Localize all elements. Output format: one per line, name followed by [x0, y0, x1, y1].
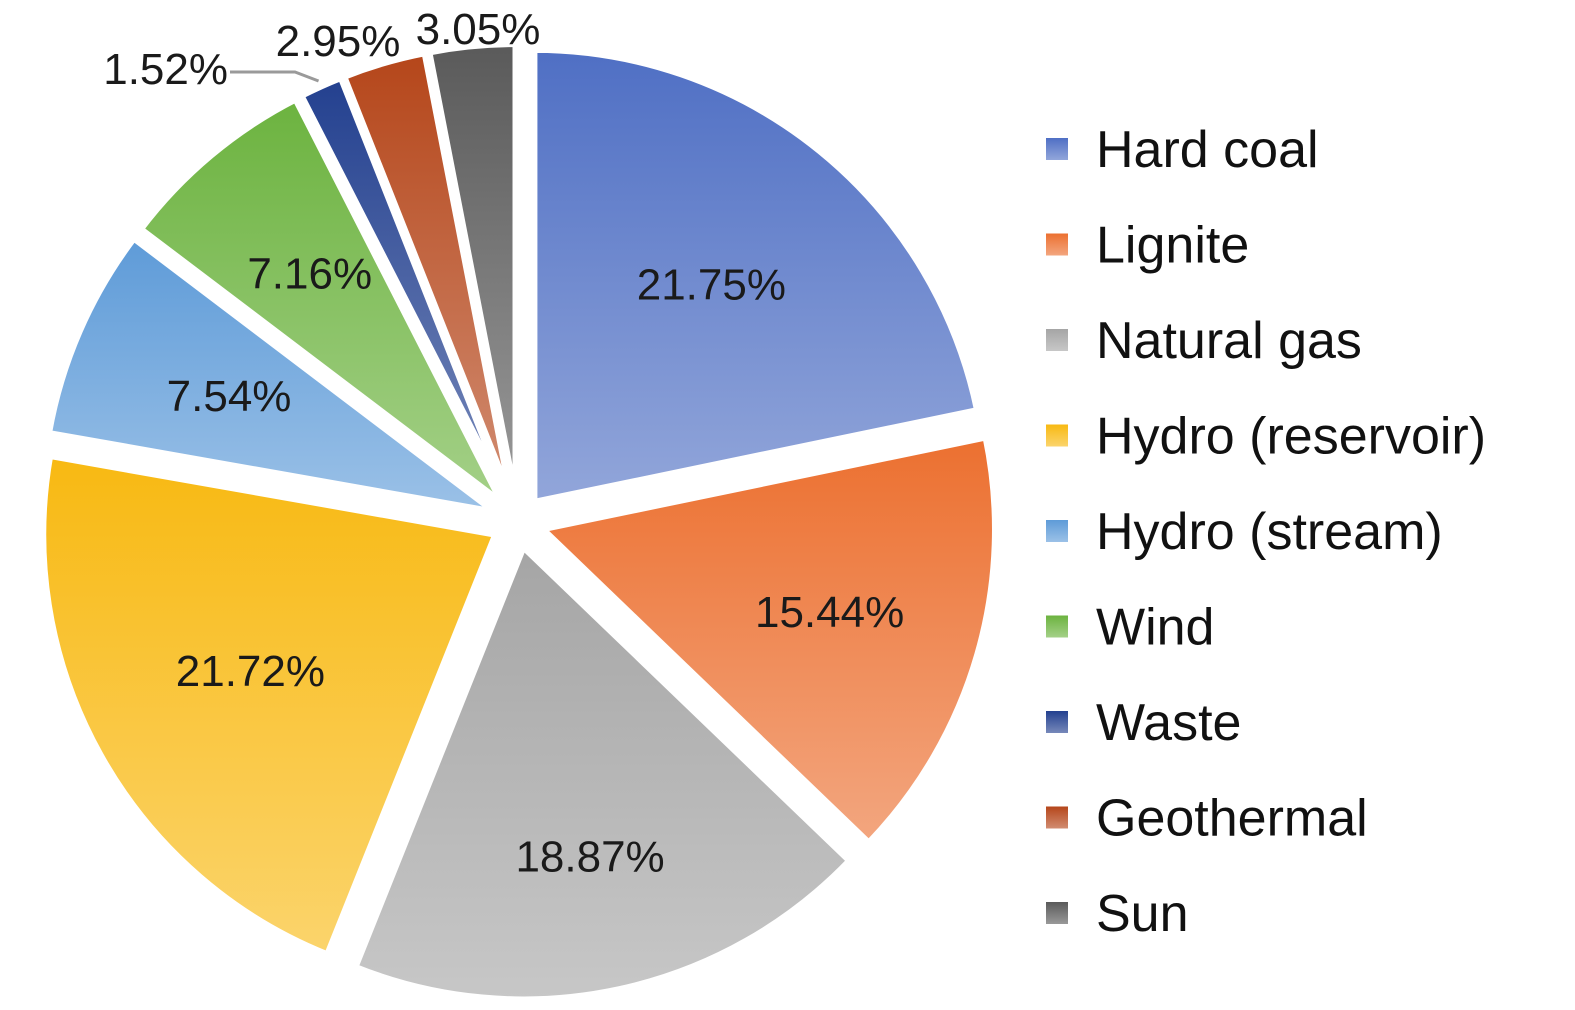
legend-item-hard-coal: Hard coal [1046, 121, 1319, 179]
data-label-waste: 1.52% [103, 45, 228, 94]
pie-slice-wind [136, 95, 504, 505]
legend-label-hydro-reservoir: Hydro (reservoir) [1096, 408, 1486, 466]
legend-swatch-geothermal [1046, 806, 1068, 829]
legend-label-sun: Sun [1096, 885, 1189, 943]
legend-label-wind: Wind [1096, 599, 1214, 657]
legend-label-hydro-stream: Hydro (stream) [1096, 503, 1443, 561]
legend-label-hard-coal: Hard coal [1096, 121, 1319, 179]
pie-slice-geothermal [340, 49, 514, 499]
pie-labels: 21.75% 15.44% 18.87% 21.72% 7.54% 7.16% 1.52% 2… [103, 5, 904, 882]
legend-item-sun: Sun [1046, 885, 1189, 943]
legend-item-hydro-reservoir: Hydro (reservoir) [1046, 408, 1486, 466]
legend-item-geothermal: Geothermal [1046, 790, 1368, 848]
data-label-hydro-stream: 7.54% [167, 372, 292, 421]
legend-item-waste: Waste [1046, 694, 1241, 752]
data-label-sun: 3.05% [416, 5, 541, 54]
legend-swatch-hydro-stream [1046, 520, 1068, 542]
legend-swatch-natural-gas [1046, 329, 1068, 351]
legend-label-lignite: Lignite [1096, 217, 1249, 275]
legend-swatch-wind [1046, 615, 1068, 638]
legend-swatch-sun [1046, 902, 1068, 924]
legend-swatch-waste [1046, 711, 1068, 733]
data-label-wind: 7.16% [247, 249, 372, 298]
pie-slice-lignite [536, 434, 998, 847]
legend-item-hydro-stream: Hydro (stream) [1046, 503, 1443, 561]
data-label-natural-gas: 18.87% [515, 833, 664, 882]
data-label-geothermal: 2.95% [276, 17, 401, 66]
legend-swatch-lignite [1046, 233, 1068, 256]
pie-slice-natural-gas [351, 542, 854, 1003]
pie-slice-hydro-reservoir [40, 452, 500, 959]
legend-item-lignite: Lignite [1046, 217, 1249, 275]
legend-item-natural-gas: Natural gas [1046, 312, 1362, 370]
legend-label-geothermal: Geothermal [1096, 790, 1368, 848]
legend-item-wind: Wind [1046, 599, 1214, 657]
data-label-lignite: 15.44% [755, 588, 904, 637]
legend-label-natural-gas: Natural gas [1096, 312, 1362, 370]
legend-swatch-hydro-reservoir [1046, 424, 1068, 447]
data-label-hydro-reservoir: 21.72% [176, 647, 325, 696]
pie-slices [40, 41, 998, 1003]
legend: Hard coal Lignite Natural gas Hydro (reserv… [1046, 121, 1486, 943]
pie-slice-sun [425, 41, 519, 497]
pie-slice-waste [297, 74, 511, 500]
pie-slice-hydro-stream [45, 234, 496, 515]
data-label-hard-coal: 21.75% [637, 261, 786, 310]
pie-slice-hard-coal [531, 46, 981, 506]
legend-swatch-hard-coal [1046, 138, 1068, 160]
legend-label-waste: Waste [1096, 694, 1241, 752]
leader-line-waste [230, 70, 320, 83]
